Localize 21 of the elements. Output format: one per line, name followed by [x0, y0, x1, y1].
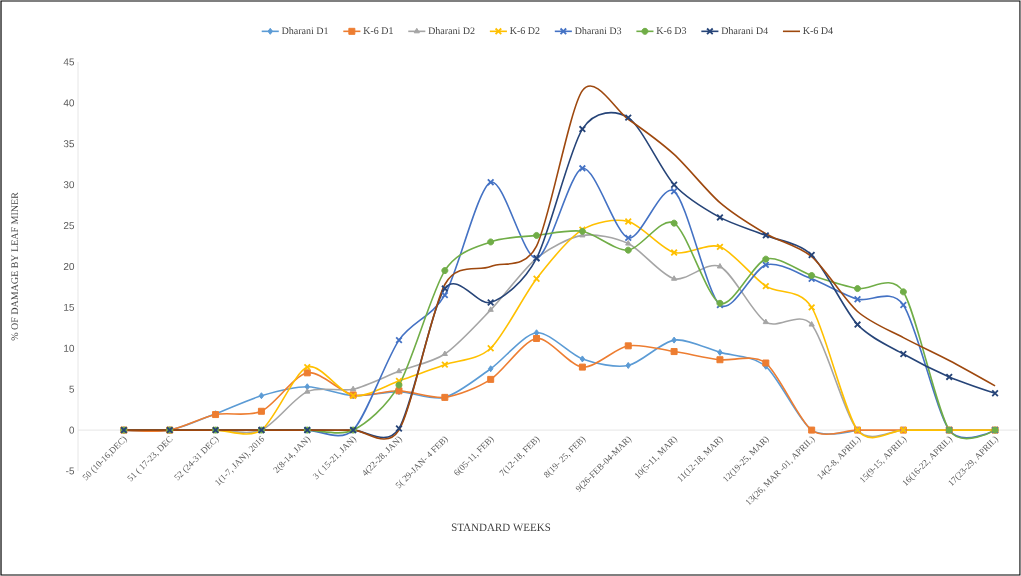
y-tick-label: 5 [69, 385, 75, 393]
y-tick-label: 35 [63, 140, 75, 148]
x-axis-title: STANDARD WEEKS [451, 523, 551, 532]
y-tick-label: -5 [66, 467, 75, 475]
legend-label: K-6 D2 [510, 27, 540, 34]
y-tick-label: 0 [69, 426, 75, 434]
y-tick-label: 25 [63, 222, 75, 230]
y-tick-label: 30 [63, 181, 75, 189]
legend-label: Dharani D2 [428, 27, 475, 35]
legend-label: Dharani D3 [574, 27, 622, 35]
legend-label: Dharani D4 [721, 27, 768, 35]
y-tick-label: 40 [63, 99, 75, 107]
y-axis-title: % OF DAMAGE BY LEAF MINER [11, 192, 19, 341]
y-tick-label: 15 [64, 303, 75, 311]
legend-label: K-6 D3 [656, 27, 687, 34]
legend-label: Dharani D1 [281, 27, 328, 35]
y-tick-label: 45 [63, 58, 75, 66]
y-tick-label: 20 [63, 262, 75, 271]
y-tick-label: 10 [64, 344, 75, 352]
legend-label: K-6 D1 [363, 27, 393, 34]
legend-label: K-6 D4 [803, 27, 833, 34]
